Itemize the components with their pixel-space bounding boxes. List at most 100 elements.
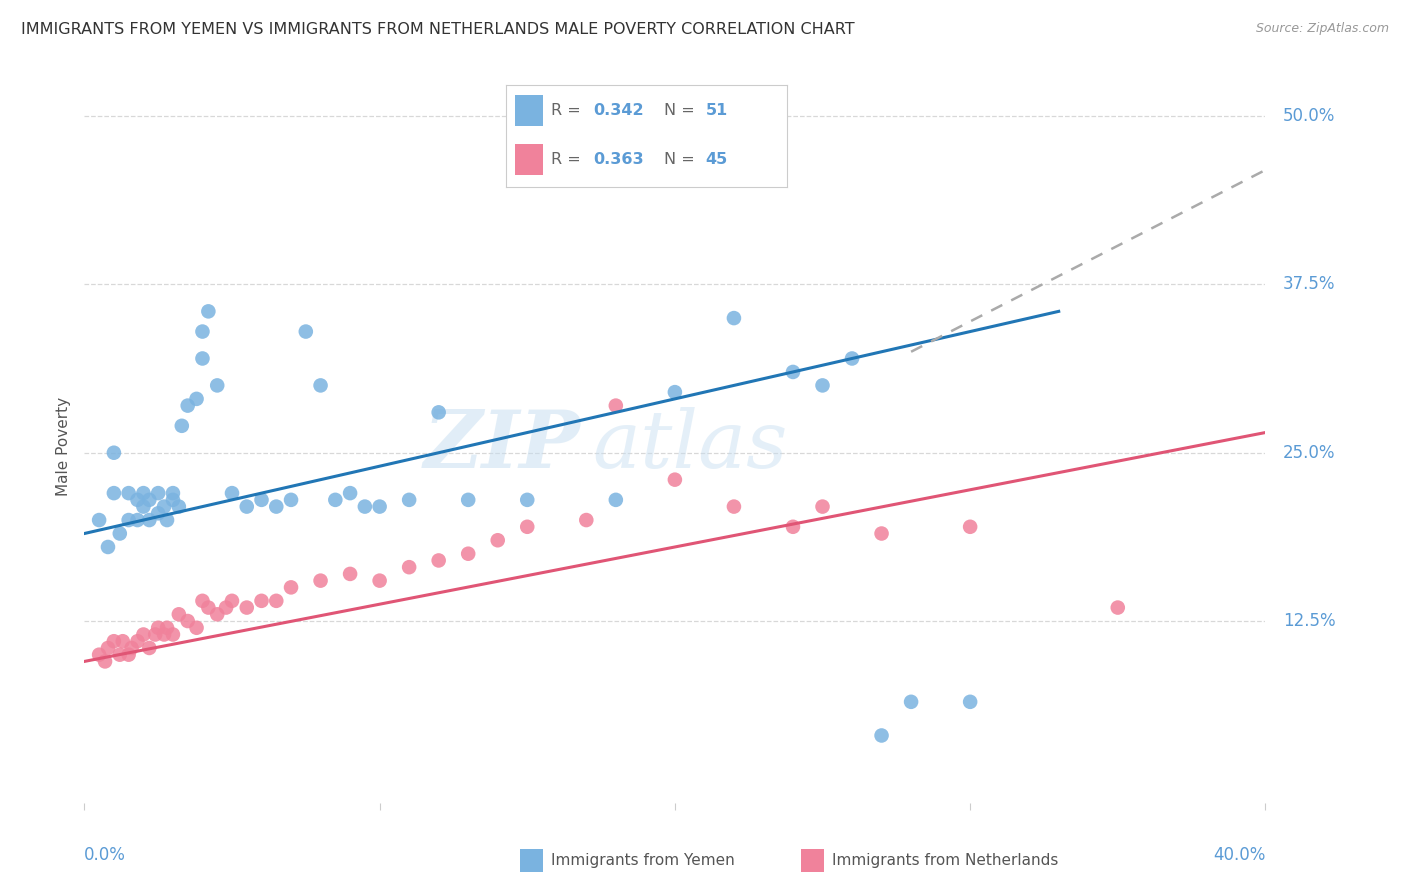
Point <box>323 492 347 507</box>
Point <box>605 492 627 507</box>
Point <box>309 574 332 588</box>
Point <box>575 513 598 527</box>
Bar <box>515 95 543 126</box>
Text: N =: N = <box>664 103 700 118</box>
Point <box>457 492 479 507</box>
Text: IMMIGRANTS FROM YEMEN VS IMMIGRANTS FROM NETHERLANDS MALE POVERTY CORRELATION CH: IMMIGRANTS FROM YEMEN VS IMMIGRANTS FROM… <box>21 22 855 37</box>
Point <box>398 560 420 574</box>
Text: atlas: atlas <box>592 408 787 484</box>
Point <box>723 311 745 326</box>
Text: 45: 45 <box>706 153 728 167</box>
Bar <box>515 145 543 175</box>
Point <box>153 500 176 514</box>
Point <box>127 492 149 507</box>
Point <box>782 520 804 534</box>
Point <box>398 492 420 507</box>
Text: 0.342: 0.342 <box>593 103 644 118</box>
Point <box>97 540 120 554</box>
Text: 37.5%: 37.5% <box>1284 276 1336 293</box>
Point <box>127 634 149 648</box>
Point <box>191 594 214 608</box>
Text: 25.0%: 25.0% <box>1284 443 1336 462</box>
Point <box>132 486 155 500</box>
Point <box>121 640 143 655</box>
Y-axis label: Male Poverty: Male Poverty <box>56 396 72 496</box>
Text: Source: ZipAtlas.com: Source: ZipAtlas.com <box>1256 22 1389 36</box>
Point <box>811 500 834 514</box>
Text: 0.363: 0.363 <box>593 153 644 167</box>
Point <box>264 594 288 608</box>
Point <box>103 486 125 500</box>
Point <box>156 513 179 527</box>
Point <box>87 648 111 662</box>
Point <box>205 607 228 622</box>
Point <box>295 325 318 339</box>
Point <box>156 621 179 635</box>
Point <box>900 695 922 709</box>
Point <box>177 399 200 413</box>
Point <box>103 446 125 460</box>
Point <box>1107 600 1129 615</box>
Point <box>94 655 117 669</box>
Text: 12.5%: 12.5% <box>1284 612 1336 630</box>
Point <box>664 473 686 487</box>
Point <box>516 520 538 534</box>
Text: R =: R = <box>551 103 586 118</box>
Point <box>108 526 131 541</box>
Point <box>103 634 125 648</box>
Point <box>148 621 170 635</box>
Point <box>486 533 509 548</box>
Text: ZIP: ZIP <box>423 408 581 484</box>
Point <box>250 594 273 608</box>
Point <box>339 486 361 500</box>
Point <box>280 492 302 507</box>
Point <box>197 304 219 318</box>
Point <box>87 513 111 527</box>
Point <box>811 378 834 392</box>
Point <box>280 580 302 594</box>
Point <box>153 627 176 641</box>
Point <box>368 500 391 514</box>
Point <box>235 600 259 615</box>
Point <box>118 486 141 500</box>
Point <box>205 378 228 392</box>
Point <box>516 492 538 507</box>
Text: Immigrants from Yemen: Immigrants from Yemen <box>551 854 735 868</box>
Point <box>138 492 160 507</box>
Point <box>841 351 863 366</box>
Point <box>221 594 243 608</box>
Point <box>197 600 219 615</box>
Point <box>148 486 170 500</box>
Point <box>118 513 141 527</box>
Point <box>148 506 170 520</box>
Point <box>191 351 214 366</box>
Text: 40.0%: 40.0% <box>1213 846 1265 863</box>
Point <box>167 500 190 514</box>
Point <box>132 500 155 514</box>
Point <box>339 566 361 581</box>
Text: N =: N = <box>664 153 700 167</box>
Point <box>664 385 686 400</box>
Point <box>186 392 208 406</box>
Point <box>177 614 200 628</box>
Point <box>162 627 184 641</box>
Point <box>97 640 120 655</box>
Point <box>143 627 166 641</box>
Point <box>138 513 160 527</box>
Point <box>191 325 214 339</box>
Point <box>368 574 391 588</box>
Point <box>354 500 377 514</box>
Point <box>186 621 208 635</box>
Point <box>959 520 981 534</box>
Point <box>870 526 893 541</box>
Point <box>162 486 184 500</box>
Text: 51: 51 <box>706 103 728 118</box>
Point <box>215 600 238 615</box>
Point <box>235 500 259 514</box>
Point <box>170 418 193 433</box>
Point <box>118 648 141 662</box>
Point <box>870 729 893 743</box>
Point <box>221 486 243 500</box>
Text: R =: R = <box>551 153 586 167</box>
Text: 0.0%: 0.0% <box>84 846 127 863</box>
